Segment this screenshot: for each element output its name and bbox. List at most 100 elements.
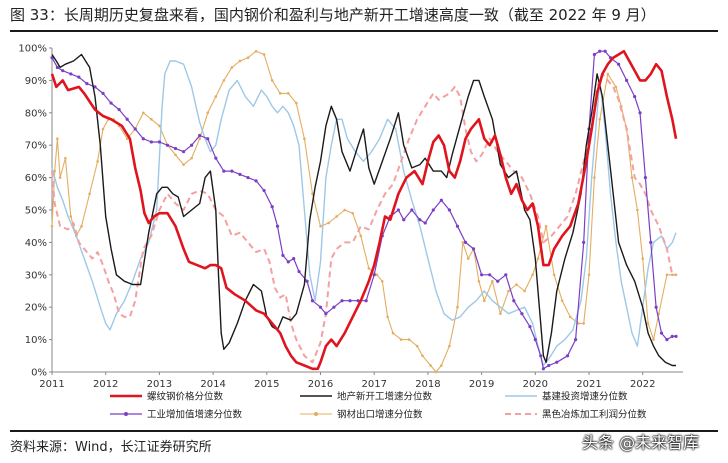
- legend-label: 钢材出口增速分位数: [337, 409, 423, 421]
- series-point-3: [598, 49, 602, 53]
- series-point-4: [262, 53, 266, 56]
- series-point-4: [568, 315, 572, 319]
- x-tick-label: 2012: [93, 379, 118, 390]
- series-point-3: [270, 205, 274, 209]
- series-point-4: [483, 299, 486, 303]
- x-tick-label: 2013: [147, 379, 172, 390]
- y-tick-label: 100%: [18, 44, 47, 55]
- series-point-3: [117, 107, 121, 112]
- series-point-4: [507, 289, 510, 293]
- series-line-4: [51, 50, 676, 373]
- series-point-3: [238, 172, 242, 176]
- series-point-3: [533, 338, 537, 342]
- series-point-4: [415, 344, 419, 348]
- series-point-3: [659, 331, 664, 335]
- x-tick-label: 2017: [361, 379, 386, 390]
- figure-title: 图 33：长周期历史复盘来看，国内钢价和盈利与地产新开工增速高度一致（截至 20…: [10, 6, 656, 24]
- series-point-4: [606, 72, 610, 76]
- series-point-3: [471, 247, 476, 251]
- series-point-3: [254, 179, 258, 183]
- series-point-4: [665, 273, 669, 277]
- series-point-4: [641, 257, 645, 260]
- series-point-3: [181, 150, 186, 154]
- series-point-3: [340, 299, 344, 303]
- series-point-3: [246, 176, 250, 180]
- series-point-4: [56, 137, 59, 141]
- x-tick-label: 2016: [308, 379, 333, 390]
- series-point-3: [214, 156, 218, 160]
- series-point-3: [396, 208, 400, 212]
- y-tick-label: 30%: [25, 270, 47, 281]
- x-tick-label: 2022: [630, 379, 655, 390]
- series-point-3: [318, 305, 323, 309]
- series-point-3: [85, 82, 89, 86]
- series-point-3: [61, 69, 65, 73]
- series-point-3: [573, 338, 578, 342]
- series-point-4: [327, 221, 330, 225]
- series-point-4: [461, 241, 465, 244]
- x-tick-label: 2015: [254, 379, 279, 390]
- series-point-3: [286, 260, 290, 264]
- series-point-4: [386, 315, 389, 319]
- y-tick-label: 40%: [25, 238, 47, 249]
- watermark-text: 头条 @未来智库: [582, 433, 700, 452]
- series-point-3: [101, 91, 105, 95]
- series-point-3: [539, 354, 543, 358]
- legend-swatch-marker: [314, 412, 318, 416]
- series-point-3: [665, 338, 669, 342]
- series-point-4: [434, 370, 438, 374]
- series-point-4: [391, 331, 395, 335]
- series-point-4: [544, 224, 548, 228]
- series-point-3: [670, 334, 674, 338]
- series-point-3: [305, 279, 309, 283]
- series-point-3: [649, 240, 653, 244]
- series-point-4: [125, 137, 129, 141]
- series-point-3: [133, 127, 137, 131]
- series-point-3: [348, 299, 352, 303]
- series-point-3: [109, 101, 113, 105]
- series-point-4: [576, 322, 580, 325]
- y-tick-label: 80%: [25, 108, 47, 119]
- series-point-3: [418, 218, 422, 222]
- series-point-4: [375, 273, 379, 277]
- series-point-4: [536, 257, 540, 260]
- series-point-3: [198, 133, 202, 138]
- series-line-5: [51, 72, 676, 364]
- series-point-4: [646, 322, 650, 325]
- series-point-3: [431, 208, 435, 212]
- series-point-3: [141, 137, 145, 141]
- series-point-4: [214, 95, 218, 98]
- series-point-4: [190, 156, 193, 160]
- series-point-4: [80, 224, 83, 228]
- series-point-4: [440, 364, 443, 367]
- series-point-4: [636, 208, 639, 212]
- series-line-0: [50, 49, 678, 371]
- series-point-4: [246, 56, 250, 60]
- x-tick-label: 2011: [39, 379, 64, 390]
- series-point-3: [297, 269, 301, 274]
- series-point-4: [311, 192, 314, 196]
- chart-axes: 0% 10% 20% 30% 40% 50% 60% 70% 80% 90% 100% 2011 201…: [18, 44, 683, 390]
- series-point-4: [429, 364, 432, 367]
- x-tick-label: 2014: [200, 379, 225, 390]
- series-point-3: [541, 367, 545, 371]
- legend-label: 地产新开工增速分位数: [337, 391, 433, 403]
- series-line-2: [51, 60, 677, 367]
- series-point-3: [463, 240, 468, 244]
- series-point-4: [254, 49, 258, 53]
- series-point-3: [512, 299, 516, 303]
- y-tick-label: 10%: [25, 335, 47, 346]
- series-point-3: [547, 363, 551, 368]
- series-point-4: [515, 283, 518, 286]
- bottom-rule: [10, 430, 718, 432]
- series-point-4: [523, 289, 526, 293]
- series-point-3: [292, 257, 296, 261]
- series-point-4: [222, 79, 226, 82]
- y-tick-label: 0%: [31, 368, 47, 379]
- series-point-4: [456, 305, 459, 309]
- series-point-3: [410, 208, 414, 212]
- series-point-3: [603, 49, 607, 53]
- line-chart: 0% 10% 20% 30% 40% 50% 60% 70% 80% 90% 100% 2011 201…: [18, 44, 683, 421]
- series-point-3: [69, 72, 73, 76]
